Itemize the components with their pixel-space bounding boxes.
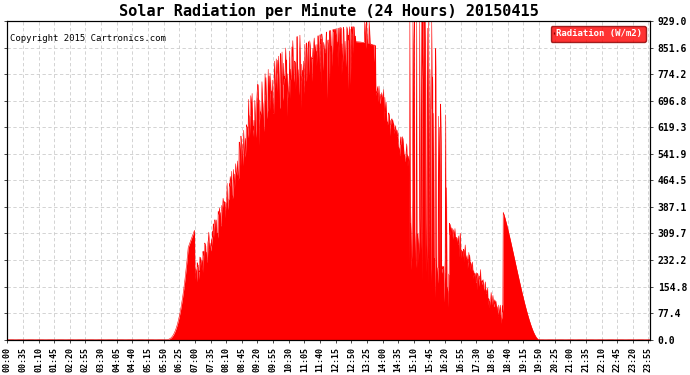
Title: Solar Radiation per Minute (24 Hours) 20150415: Solar Radiation per Minute (24 Hours) 20… [119, 3, 539, 19]
Text: Copyright 2015 Cartronics.com: Copyright 2015 Cartronics.com [10, 34, 166, 43]
Legend: Radiation (W/m2): Radiation (W/m2) [551, 26, 646, 42]
